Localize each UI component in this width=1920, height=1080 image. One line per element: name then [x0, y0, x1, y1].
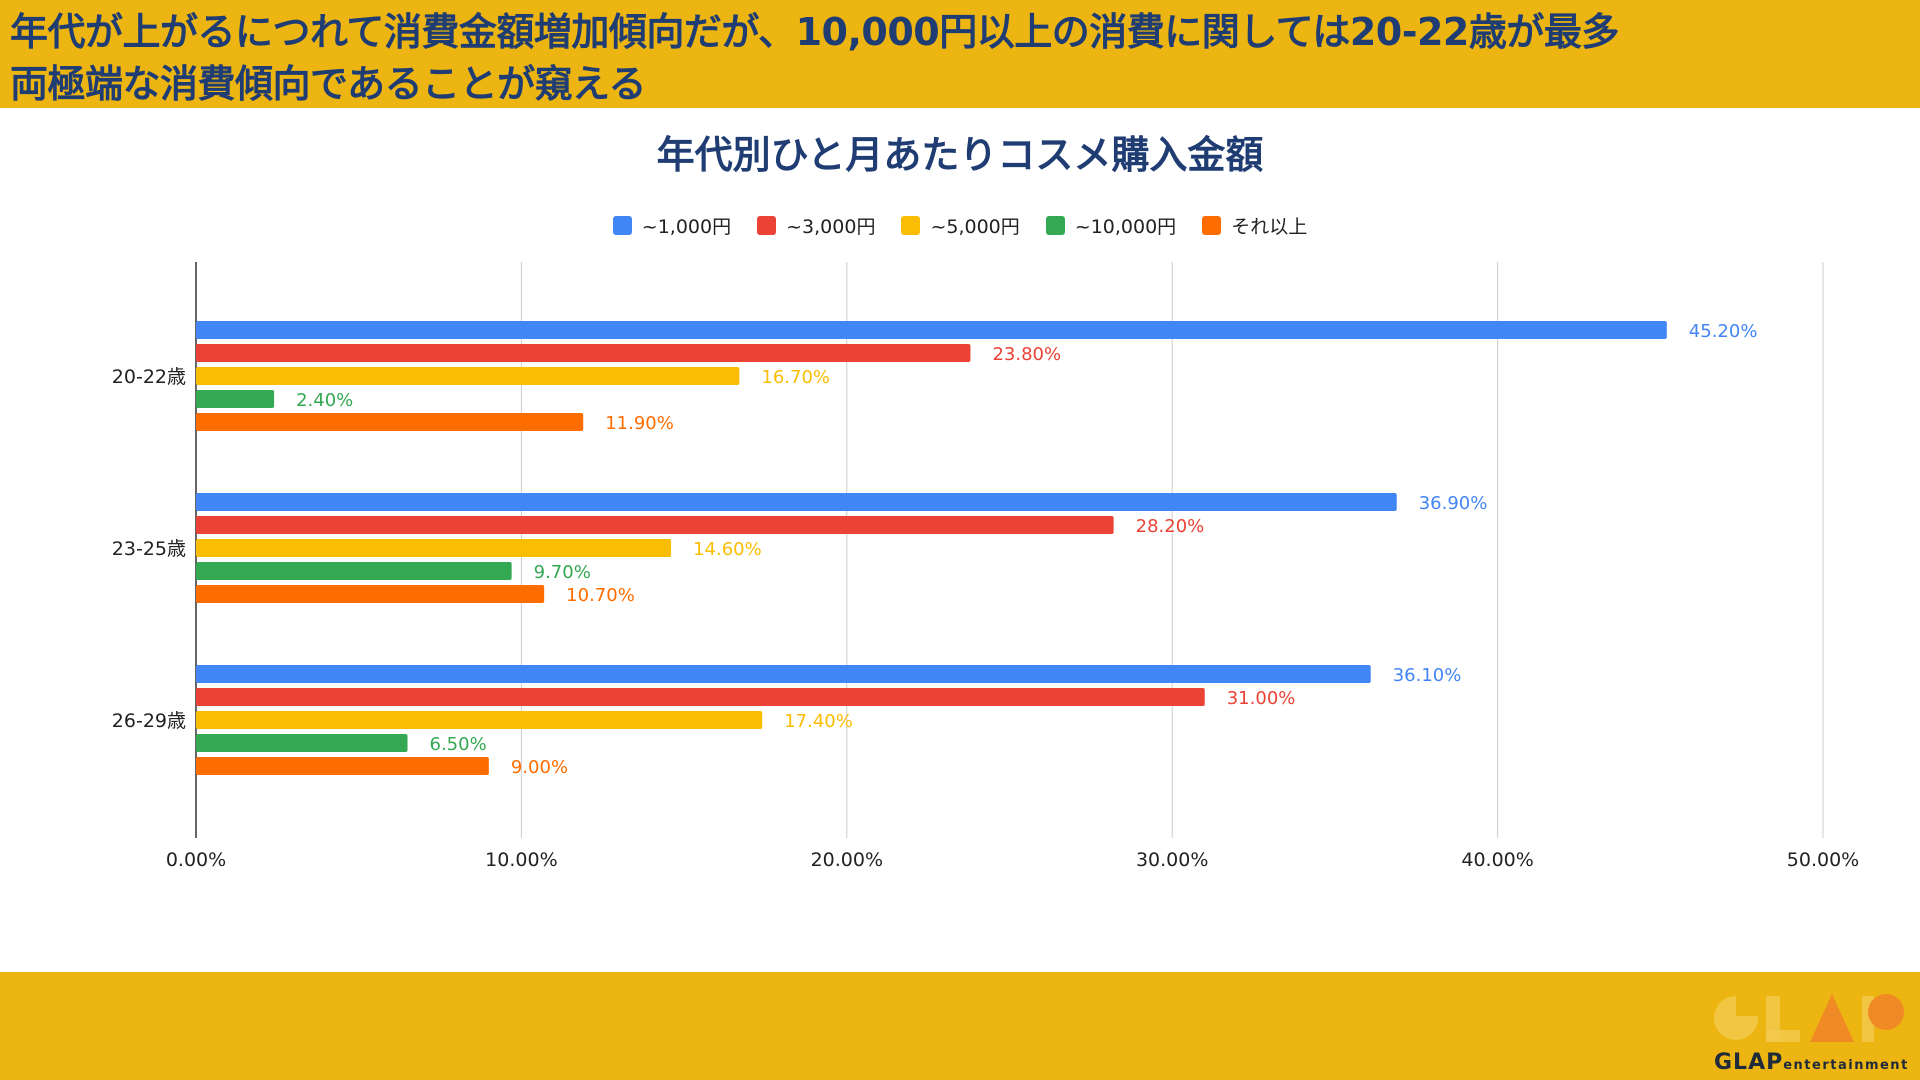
bar-0-3 — [196, 390, 275, 408]
chart-title: 年代別ひと月あたりコスメ購入金額 — [656, 133, 1264, 177]
data-label-1-3: 9.70% — [534, 562, 591, 583]
logo-suffix: entertainment — [1783, 1058, 1909, 1073]
logo-brand: GLAP — [1714, 1050, 1784, 1075]
bar-0-4 — [196, 413, 584, 431]
x-tick-label-3: 30.00% — [1136, 849, 1208, 871]
legend-label-0: ~1,000円 — [641, 216, 732, 238]
x-tick-label-4: 40.00% — [1461, 849, 1533, 871]
chart-legend: ~1,000円 ~3,000円 ~5,000円 ~10,000円 それ以上 — [0, 212, 1920, 239]
x-tick-label-0: 0.00% — [166, 849, 226, 871]
legend-swatch-1 — [757, 216, 777, 235]
legend-swatch-3 — [1045, 216, 1065, 235]
data-label-0-4: 11.90% — [605, 413, 674, 434]
bar-chart: 0.00% 10.00% 20.00% 30.00% 40.00% 50.00% 20-22… — [112, 262, 1859, 871]
legend-item-1: ~3,000円 — [757, 212, 875, 239]
data-label-2-0: 36.10% — [1393, 665, 1462, 686]
header-band: 年代が上がるにつれて消費金額増加傾向だが、10,000円以上の消費に関しては20… — [0, 0, 1920, 108]
x-tick-label-5: 50.00% — [1787, 849, 1859, 871]
legend-swatch-2 — [901, 216, 921, 235]
bar-0-0 — [196, 321, 1667, 339]
bar-1-4 — [196, 585, 545, 603]
data-label-1-0: 36.90% — [1419, 493, 1488, 514]
bar-2-3 — [196, 734, 408, 752]
headline: 年代が上がるにつれて消費金額増加傾向だが、10,000円以上の消費に関しては20… — [10, 6, 1619, 110]
bar-1-0 — [196, 493, 1397, 511]
bar-2-1 — [196, 688, 1205, 706]
legend-swatch-0 — [612, 216, 632, 235]
data-label-1-4: 10.70% — [566, 585, 635, 606]
data-label-2-3: 6.50% — [430, 734, 487, 755]
data-label-0-0: 45.20% — [1689, 321, 1758, 342]
data-label-2-4: 9.00% — [511, 757, 568, 778]
x-tick-label-1: 10.00% — [485, 849, 557, 871]
y-category-label-1: 23-25歳 — [112, 538, 186, 560]
data-label-1-2: 14.60% — [693, 539, 762, 560]
legend-item-3: ~10,000円 — [1045, 212, 1177, 239]
bar-1-1 — [196, 516, 1114, 534]
bar-1-3 — [196, 562, 512, 580]
legend-label-1: ~3,000円 — [786, 216, 876, 238]
bar-2-0 — [196, 665, 1371, 683]
bar-0-2 — [196, 367, 740, 385]
bar-2-2 — [196, 711, 763, 729]
legend-label-3: ~10,000円 — [1074, 216, 1177, 238]
y-category-label-0: 20-22歳 — [112, 366, 186, 388]
legend-item-2: ~5,000円 — [901, 212, 1020, 239]
bar-2-4 — [196, 757, 489, 775]
legend-swatch-4 — [1202, 216, 1222, 235]
bar-0-1 — [196, 344, 971, 362]
data-label-0-2: 16.70% — [761, 367, 830, 388]
data-label-0-1: 23.80% — [992, 344, 1061, 365]
logo-shapes-icon — [1714, 994, 1904, 1042]
legend-label-4: それ以上 — [1231, 216, 1308, 238]
data-label-2-2: 17.40% — [784, 711, 853, 732]
footer-band — [0, 972, 1920, 1080]
bar-1-2 — [196, 539, 672, 557]
headline-line-2: 両極端な消費傾向であることが窺える — [10, 62, 646, 106]
data-label-1-1: 28.20% — [1136, 516, 1205, 537]
headline-line-1: 年代が上がるにつれて消費金額増加傾向だが、10,000円以上の消費に関しては20… — [10, 10, 1619, 54]
glap-logo: GLAPentertainment — [1714, 986, 1914, 1076]
x-tick-label-2: 20.00% — [811, 849, 883, 871]
legend-item-4: それ以上 — [1202, 212, 1307, 239]
data-label-2-1: 31.00% — [1227, 688, 1296, 709]
legend-label-2: ~5,000円 — [930, 216, 1020, 238]
legend-item-0: ~1,000円 — [612, 212, 732, 239]
logo-text: GLAPentertainment — [1714, 1050, 1909, 1075]
data-label-0-3: 2.40% — [296, 390, 353, 411]
y-category-label-2: 26-29歳 — [112, 710, 186, 732]
